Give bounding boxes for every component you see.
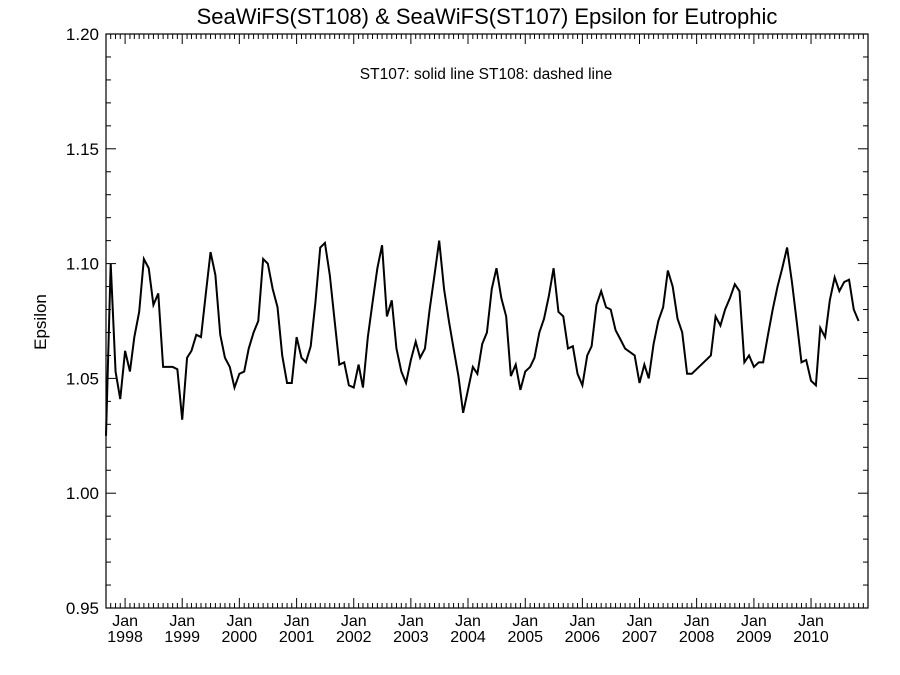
chart-annotation: ST107: solid line ST108: dashed line [360, 66, 612, 83]
series-line-st107 [105, 240, 860, 436]
x-tick-year-label: 2003 [393, 629, 429, 646]
x-tick-month-label: Jan [741, 613, 767, 630]
y-tick-label: 1.05 [66, 369, 99, 388]
x-tick-year-label: 2007 [622, 629, 658, 646]
x-tick-month-label: Jan [569, 613, 595, 630]
x-tick-year-label: 2004 [450, 629, 486, 646]
x-tick-month-label: Jan [512, 613, 538, 630]
y-tick-label: 1.10 [66, 255, 99, 274]
y-tick-label: 1.20 [66, 25, 99, 44]
x-tick-month-label: Jan [684, 613, 710, 630]
x-tick-month-label: Jan [284, 613, 310, 630]
x-tick-year-label: 2001 [279, 629, 315, 646]
series-layer [105, 240, 860, 436]
x-tick-year-label: 1999 [164, 629, 200, 646]
x-tick-year-label: 2009 [736, 629, 772, 646]
x-tick-month-label: Jan [112, 613, 138, 630]
axis-tick-labels: 0.951.001.051.101.151.20Jan1998Jan1999Ja… [66, 25, 829, 646]
x-tick-month-label: Jan [627, 613, 653, 630]
x-tick-year-label: 2002 [336, 629, 372, 646]
y-tick-label: 1.00 [66, 484, 99, 503]
x-tick-year-label: 2010 [793, 629, 829, 646]
x-tick-year-label: 1998 [107, 629, 143, 646]
x-tick-year-label: 2006 [565, 629, 601, 646]
x-tick-month-label: Jan [341, 613, 367, 630]
y-tick-label: 1.15 [66, 140, 99, 159]
x-tick-year-label: 2008 [679, 629, 715, 646]
x-tick-year-label: 2005 [507, 629, 543, 646]
x-tick-year-label: 2000 [222, 629, 258, 646]
x-tick-month-label: Jan [169, 613, 195, 630]
x-tick-month-label: Jan [226, 613, 252, 630]
axis-ticks [105, 33, 868, 609]
y-axis-label: Epsilon [31, 294, 50, 350]
x-tick-month-label: Jan [798, 613, 824, 630]
x-tick-month-label: Jan [398, 613, 424, 630]
y-tick-label: 0.95 [66, 599, 99, 618]
plot-frame [105, 33, 869, 609]
x-tick-month-label: Jan [455, 613, 481, 630]
chart-title: SeaWiFS(ST108) & SeaWiFS(ST107) Epsilon … [197, 4, 778, 29]
